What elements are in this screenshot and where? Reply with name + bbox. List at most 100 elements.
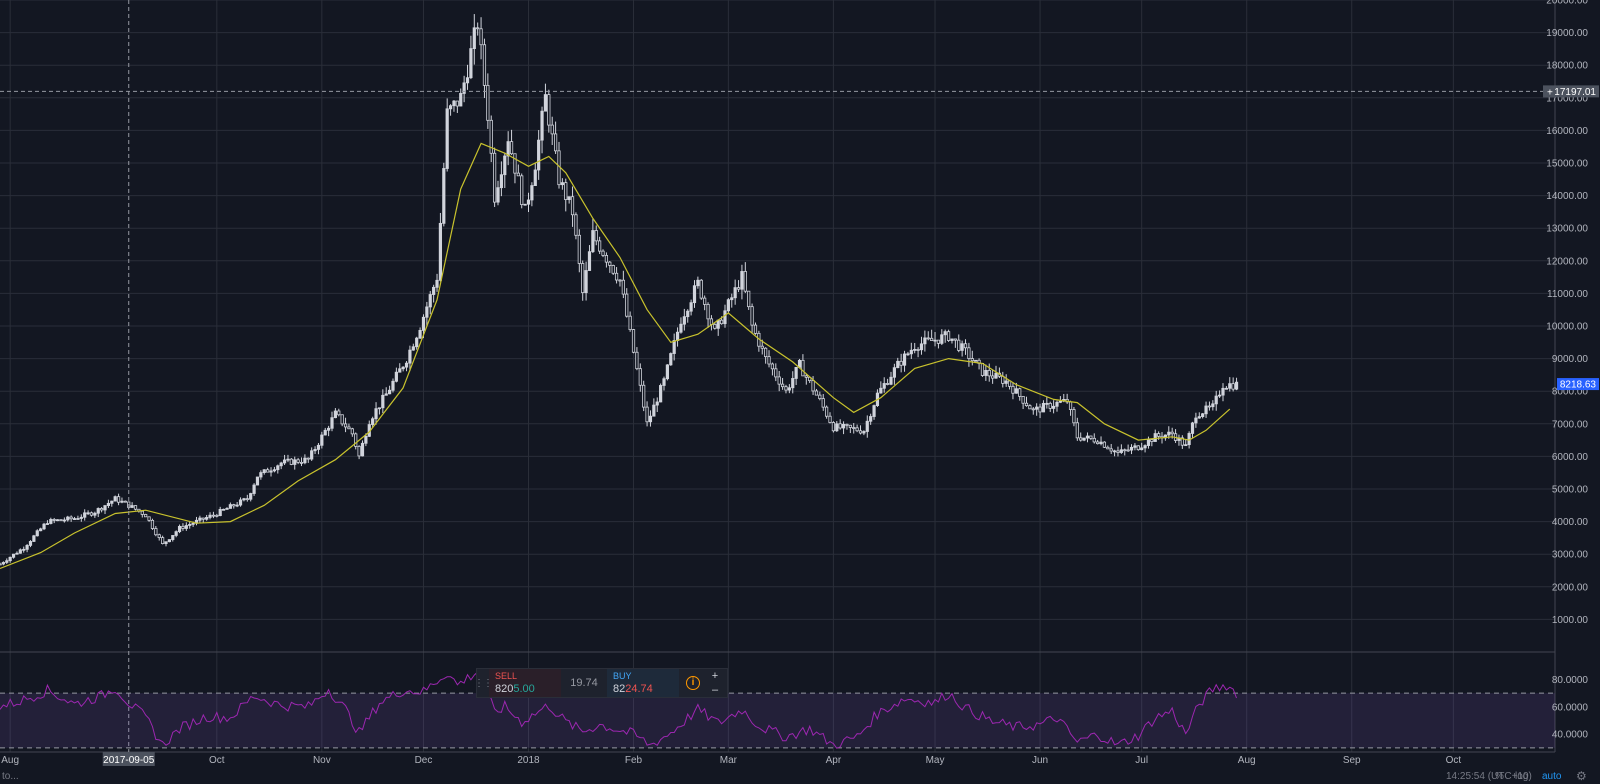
candle xyxy=(489,115,493,163)
candle-body xyxy=(638,368,642,386)
last-price-label: 8218.63 xyxy=(1560,380,1597,391)
candle-body xyxy=(858,430,863,434)
candle xyxy=(255,476,260,486)
candle-body xyxy=(320,434,324,446)
candle-body xyxy=(516,172,520,177)
candle-body xyxy=(296,459,300,463)
candle xyxy=(306,457,310,463)
candle-body xyxy=(530,185,534,201)
candle xyxy=(323,427,327,436)
decrease-button[interactable]: – xyxy=(711,683,719,696)
candle-body xyxy=(45,523,50,525)
candle xyxy=(140,510,144,518)
increase-button[interactable]: + xyxy=(711,669,719,682)
candle-body xyxy=(682,316,686,325)
candle xyxy=(377,407,382,415)
candle-body xyxy=(25,544,29,550)
candle xyxy=(957,334,961,353)
candle xyxy=(736,280,741,293)
candle-body xyxy=(465,77,470,84)
candle-body xyxy=(716,319,720,329)
candle xyxy=(896,357,900,369)
candle-body xyxy=(42,523,46,530)
candle xyxy=(282,454,287,466)
candle xyxy=(49,517,53,525)
quantity-stepper: + – xyxy=(707,669,723,697)
candle-body xyxy=(963,343,968,349)
gear-icon[interactable]: ⚙ xyxy=(1576,769,1587,783)
candle-body xyxy=(838,423,842,429)
candle xyxy=(184,522,188,531)
candle-body xyxy=(621,279,625,295)
rsi-tick-label: 40.0000 xyxy=(1552,730,1589,741)
candle xyxy=(916,347,920,358)
candle-body xyxy=(62,519,66,522)
candle-body xyxy=(916,349,920,351)
candle-body xyxy=(418,330,422,339)
rsi-tick-label: 80.0000 xyxy=(1552,675,1589,686)
log-scale-toggle[interactable]: log xyxy=(1515,771,1529,782)
candle-body xyxy=(211,514,216,517)
candle xyxy=(1072,406,1076,427)
candle xyxy=(723,304,727,328)
candle-body xyxy=(1,562,5,565)
candle-body xyxy=(520,175,524,205)
time-tick-label: Jul xyxy=(1135,755,1148,766)
candle-body xyxy=(584,270,588,294)
candle-body xyxy=(547,94,551,126)
candle-body xyxy=(1041,402,1046,413)
candle-body xyxy=(747,290,751,308)
candle xyxy=(567,196,571,204)
candle xyxy=(72,516,77,520)
price-chart[interactable]: 1000.00 2000.00 3000.00 4000.00 5000.00 6000.… xyxy=(0,0,1600,768)
candle xyxy=(662,376,666,391)
candle-body xyxy=(96,508,100,514)
candle xyxy=(801,354,805,377)
candle xyxy=(740,264,744,300)
candle xyxy=(313,446,317,454)
candle xyxy=(703,295,707,311)
drag-handle-icon[interactable]: ⋮⋮ xyxy=(474,677,493,689)
sell-button[interactable]: SELL 8205.00 xyxy=(489,669,561,697)
candle xyxy=(581,260,585,301)
candle xyxy=(926,331,930,341)
time-tick-label: Aug xyxy=(1238,755,1256,766)
candle-body xyxy=(980,362,985,376)
candle xyxy=(469,35,473,80)
candle-body xyxy=(1112,450,1117,453)
candle-body xyxy=(1197,416,1201,419)
candle-body xyxy=(472,27,476,49)
candle-body xyxy=(743,271,747,292)
candle-body xyxy=(591,230,595,253)
candle xyxy=(1234,377,1239,391)
candle xyxy=(889,371,893,386)
candle xyxy=(533,163,537,187)
candle xyxy=(69,515,73,522)
candle xyxy=(299,457,304,467)
candle-body xyxy=(1116,450,1120,453)
candle xyxy=(18,548,22,554)
candle xyxy=(1024,396,1029,407)
percent-scale-toggle[interactable]: % xyxy=(1495,771,1504,782)
candle-body xyxy=(323,429,327,436)
candle-body xyxy=(618,279,622,282)
candle xyxy=(1085,432,1090,443)
price-tick-label: 19000.00 xyxy=(1546,28,1588,39)
candle-body xyxy=(991,375,995,379)
auto-scale-toggle[interactable]: auto xyxy=(1542,771,1562,782)
candle xyxy=(15,551,19,555)
candle xyxy=(327,425,331,437)
crosshair-price-badge: 17197.01+ xyxy=(1543,85,1599,98)
buy-button[interactable]: BUY 8224.74 xyxy=(607,669,679,697)
candle xyxy=(648,410,653,427)
candle-body xyxy=(1058,400,1062,403)
goto-date-link[interactable]: to... xyxy=(2,771,19,782)
info-icon[interactable]: i xyxy=(679,669,707,697)
candle xyxy=(154,526,158,537)
price-tick-label: 10000.00 xyxy=(1546,322,1588,333)
candle-body xyxy=(1007,380,1012,387)
candle-body xyxy=(384,393,388,396)
candle xyxy=(465,64,470,90)
candle-body xyxy=(543,94,548,112)
candle-body xyxy=(35,530,39,537)
